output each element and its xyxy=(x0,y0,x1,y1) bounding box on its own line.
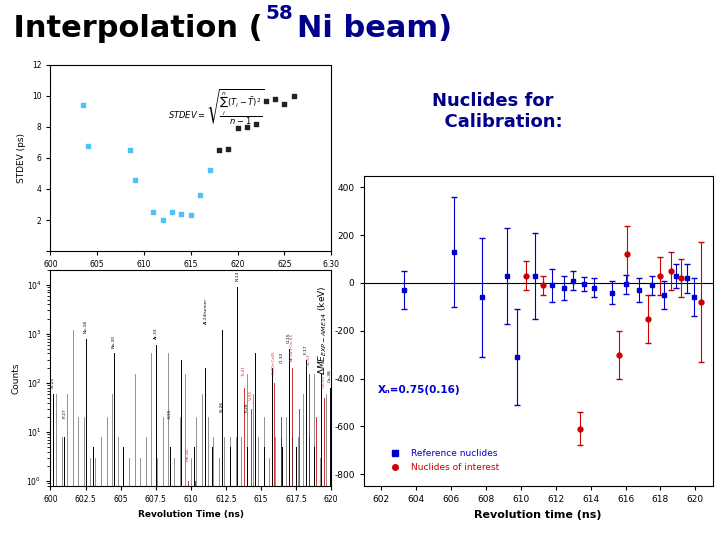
Y-axis label: Counts: Counts xyxy=(12,362,21,394)
Text: 58: 58 xyxy=(265,4,293,23)
Text: $STDEV = \sqrt{\dfrac{\sum_i^n(T_i - \bar{T})^2}{n-1}}$: $STDEV = \sqrt{\dfrac{\sum_i^n(T_i - \ba… xyxy=(168,87,265,127)
Text: Al-24Isomer: Al-24Isomer xyxy=(204,298,208,325)
X-axis label: Revolution time (ns): Revolution time (ns) xyxy=(145,275,237,284)
Text: Co-55: Co-55 xyxy=(322,375,326,388)
Text: Ni-53: Ni-53 xyxy=(307,353,311,365)
Point xyxy=(82,141,94,150)
Point xyxy=(124,146,135,154)
Point xyxy=(176,210,187,218)
Text: P-28: P-28 xyxy=(245,402,249,411)
Point xyxy=(213,146,225,154)
Point xyxy=(204,166,215,175)
Point xyxy=(260,96,271,105)
Text: K-35: K-35 xyxy=(168,408,172,418)
Text: Si-26: Si-26 xyxy=(220,401,224,411)
Text: Mn-46: Mn-46 xyxy=(186,447,190,461)
Text: 4)  Interpolation (: 4) Interpolation ( xyxy=(0,14,263,43)
Point xyxy=(269,94,281,103)
Point xyxy=(222,144,234,153)
Text: Na-20: Na-20 xyxy=(112,335,116,348)
Text: O-15: O-15 xyxy=(287,332,291,343)
Point xyxy=(251,119,262,128)
Text: Ca-38: Ca-38 xyxy=(328,369,332,382)
X-axis label: Revolution time (ns): Revolution time (ns) xyxy=(474,510,602,519)
Point xyxy=(129,176,140,184)
Point xyxy=(194,191,206,199)
Text: Ar-33: Ar-33 xyxy=(153,328,158,339)
Text: Ar-34+Co-51: Ar-34+Co-51 xyxy=(290,332,294,361)
Point xyxy=(288,91,300,100)
Text: S-30+Cr45: S-30+Cr45 xyxy=(271,350,276,374)
Text: Cl-32: Cl-32 xyxy=(280,351,284,363)
Point xyxy=(241,123,253,131)
Point xyxy=(157,215,168,224)
Text: Ti-41: Ti-41 xyxy=(242,367,246,377)
Point xyxy=(166,208,178,217)
Text: Xₙ=0.75(0.16): Xₙ=0.75(0.16) xyxy=(377,385,460,395)
Legend: Reference nuclides, Nuclides of interest: Reference nuclides, Nuclides of interest xyxy=(382,446,503,475)
Text: F-17: F-17 xyxy=(304,345,308,354)
Text: Si-25: Si-25 xyxy=(51,377,55,388)
Point xyxy=(185,211,197,220)
Point xyxy=(148,208,159,217)
Point xyxy=(77,101,89,110)
Text: N-13: N-13 xyxy=(235,271,239,281)
Y-axis label: STDEV (ps): STDEV (ps) xyxy=(17,133,26,183)
Text: Ne-18: Ne-18 xyxy=(84,320,88,333)
Y-axis label: $\Delta ME_{EXP-AME14}$ (keV): $\Delta ME_{EXP-AME14}$ (keV) xyxy=(316,286,328,375)
Text: Ni beam): Ni beam) xyxy=(297,14,452,43)
Text: Nuclides for
  Calibration:: Nuclides for Calibration: xyxy=(432,92,562,131)
Text: P-27: P-27 xyxy=(63,408,66,418)
Point xyxy=(279,99,290,108)
Text: V-43: V-43 xyxy=(249,390,253,400)
X-axis label: Revolution Time (ns): Revolution Time (ns) xyxy=(138,510,244,518)
Point xyxy=(232,124,243,133)
